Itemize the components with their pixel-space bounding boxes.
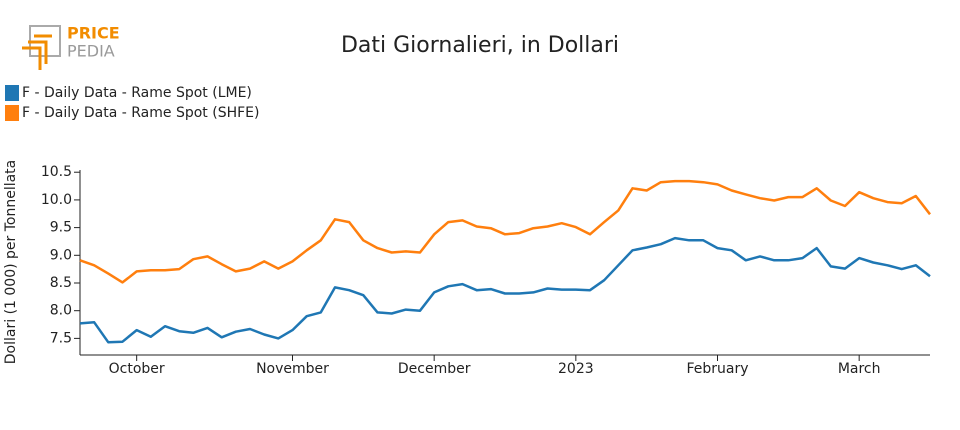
chart-title: Dati Giornalieri, in Dollari — [341, 33, 619, 58]
x-tick-label: December — [398, 361, 471, 377]
x-tick-label: 2023 — [558, 361, 594, 377]
y-tick-label: 7.5 — [50, 330, 72, 346]
line — [79, 179, 931, 284]
y-tick-label: 10.5 — [41, 164, 72, 180]
x-tick-label: February — [686, 361, 748, 377]
x-tick-label: November — [256, 361, 329, 377]
x-tick-label: March — [838, 361, 881, 377]
logo: PRICE PEDIA — [22, 24, 120, 70]
logo-mark — [22, 34, 52, 70]
line — [79, 236, 931, 344]
logo-text: PEDIA — [67, 42, 115, 61]
y-tick-label: 8.0 — [50, 303, 72, 319]
legend-label: F - Daily Data - Rame Spot (SHFE) — [22, 105, 259, 121]
y-tick-label: 9.5 — [50, 220, 72, 236]
y-tick-label: 10.0 — [41, 192, 72, 208]
legend-swatch — [5, 85, 19, 101]
legend-swatch — [5, 105, 19, 121]
y-axis-label: Dollari (1 000) per Tonnellata — [3, 160, 19, 364]
logo-text: PRICE — [67, 24, 120, 43]
y-tick-label: 8.5 — [50, 275, 72, 291]
x-tick-label: October — [109, 361, 165, 377]
legend-label: F - Daily Data - Rame Spot (LME) — [22, 85, 252, 101]
y-tick-label: 9.0 — [50, 247, 72, 263]
